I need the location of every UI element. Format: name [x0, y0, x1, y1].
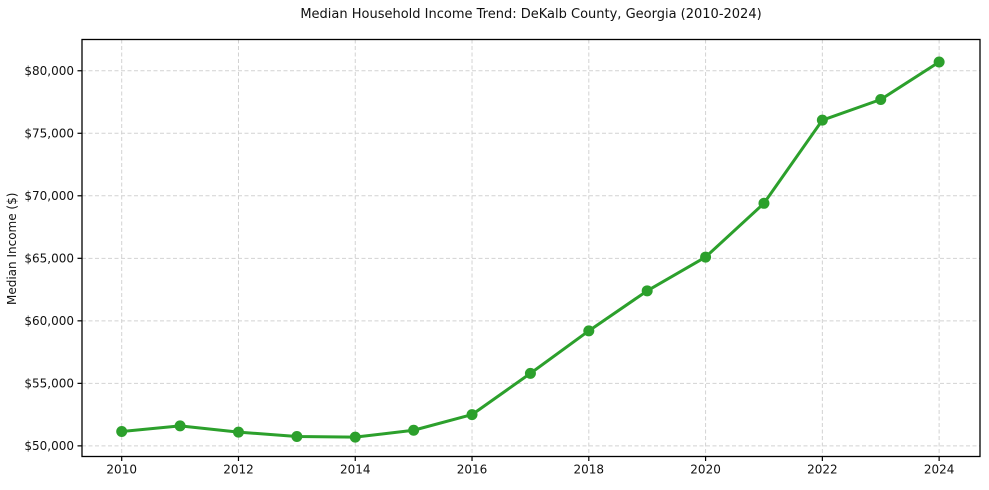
y-tick-label: $60,000	[24, 314, 74, 328]
data-point	[875, 94, 887, 106]
data-point	[291, 430, 303, 442]
data-point	[758, 197, 770, 209]
x-tick-label: 2012	[223, 463, 254, 477]
plot-frame	[81, 38, 981, 458]
data-point	[174, 420, 186, 432]
axis-ticks: $50,000 $55,000 $60,000 $65,000 $70,000 $75,0…	[24, 64, 954, 477]
data-point	[933, 56, 945, 68]
x-tick-label: 2010	[106, 463, 137, 477]
data-point	[116, 425, 128, 437]
x-tick-label: 2018	[574, 463, 605, 477]
y-tick-label: $50,000	[24, 439, 74, 453]
x-tick-label: 2022	[807, 463, 838, 477]
x-tick-label: 2016	[457, 463, 488, 477]
series-line	[120, 60, 941, 439]
data-point	[232, 426, 244, 438]
data-point	[408, 424, 420, 436]
data-point	[466, 409, 478, 421]
y-tick-label: $70,000	[24, 189, 74, 203]
gridlines	[82, 39, 980, 457]
y-tick-label: $80,000	[24, 64, 74, 78]
data-points	[116, 56, 945, 443]
y-tick-label: $75,000	[24, 126, 74, 140]
data-point	[524, 367, 536, 379]
x-tick-label: 2014	[340, 463, 371, 477]
y-tick-label: $55,000	[24, 377, 74, 391]
x-tick-label: 2020	[690, 463, 721, 477]
data-point	[816, 114, 828, 126]
data-point	[349, 431, 361, 443]
y-tick-label: $65,000	[24, 252, 74, 266]
data-point	[583, 325, 595, 337]
chart-title: Median Household Income Trend: DeKalb Co…	[300, 7, 762, 22]
data-point	[700, 251, 712, 263]
x-tick-label: 2024	[924, 463, 955, 477]
data-point	[641, 285, 653, 297]
